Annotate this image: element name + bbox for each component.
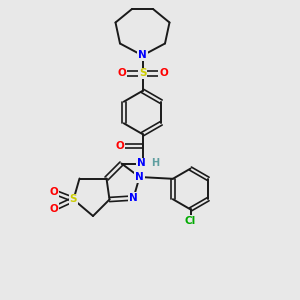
Text: N: N <box>138 50 147 61</box>
Text: S: S <box>139 68 146 79</box>
Text: O: O <box>159 68 168 79</box>
Text: O: O <box>117 68 126 79</box>
Text: N: N <box>135 172 144 182</box>
Text: S: S <box>70 194 77 205</box>
Text: N: N <box>136 158 146 169</box>
Text: H: H <box>151 158 159 169</box>
Text: Cl: Cl <box>185 216 196 226</box>
Text: N: N <box>129 193 138 203</box>
Text: O: O <box>50 203 58 214</box>
Text: O: O <box>116 141 124 151</box>
Text: O: O <box>50 187 58 197</box>
